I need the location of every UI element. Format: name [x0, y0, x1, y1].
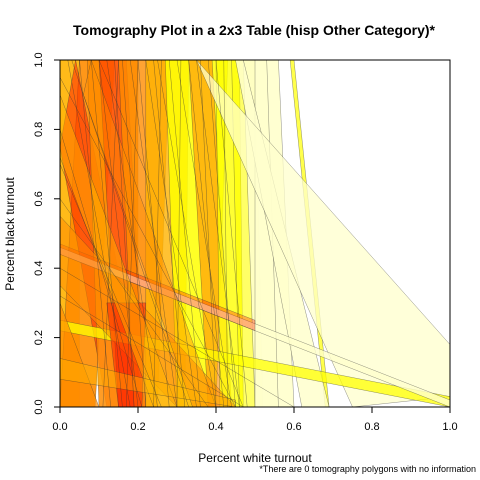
- y-tick-label: 0.4: [33, 261, 45, 276]
- x-tick-label: 0.4: [208, 421, 223, 433]
- y-axis: 0.0 0.2 0.4 0.6 0.8 1.0: [33, 52, 60, 415]
- tomography-line-9: [168, 60, 201, 407]
- tomography-line-12: [196, 60, 240, 407]
- tomography-line-5: [137, 60, 170, 407]
- x-tick-label: 0.8: [364, 421, 379, 433]
- tomography-line-15: [67, 60, 131, 407]
- tomography-polygon-22: [60, 94, 178, 407]
- x-tick-label: 0.2: [130, 421, 145, 433]
- tomography-line-23: [126, 60, 139, 407]
- tomography-line-1: [98, 60, 139, 407]
- tomography-line-7: [153, 60, 186, 407]
- x-axis-label: Percent white turnout: [198, 451, 312, 465]
- y-tick-label: 0.2: [33, 330, 45, 345]
- plot-area: [60, 60, 450, 407]
- y-axis-label: Percent black turnout: [3, 177, 17, 291]
- y-tick-label: 1.0: [33, 52, 45, 67]
- tomography-line-22: [102, 60, 119, 407]
- tomography-line-19: [60, 129, 143, 407]
- plot-frame: [59, 59, 451, 408]
- x-tick-label: 1.0: [442, 421, 457, 433]
- tomography-line-29: [60, 295, 244, 407]
- tomography-line-20: [71, 60, 189, 407]
- y-tick-label: 0.6: [33, 191, 45, 206]
- tomography-line-14: [215, 60, 248, 407]
- tomography-line-31: [98, 60, 244, 407]
- tomography-line-18: [60, 164, 162, 407]
- y-tick-label: 0.8: [33, 122, 45, 137]
- tomography-line-21: [60, 198, 209, 407]
- x-axis: 0.0 0.2 0.4 0.6 0.8 1.0: [52, 407, 458, 433]
- tomography-line-3: [122, 60, 147, 407]
- tomography-polygon-19: [60, 215, 236, 407]
- tomography-line-26: [200, 60, 217, 407]
- tomography-line-11: [188, 60, 225, 407]
- tomography-line-28: [60, 267, 295, 407]
- tomography-line-17: [114, 60, 135, 407]
- y-tick-label: 0.0: [33, 399, 45, 414]
- tomography-line-24: [153, 60, 162, 407]
- tomography-line-27: [223, 60, 228, 407]
- chart-title: Tomography Plot in a 2x3 Table (hisp Oth…: [73, 22, 436, 38]
- tomography-line-30: [60, 77, 236, 407]
- tomography-line-8: [157, 60, 217, 407]
- tomography-lines: [60, 60, 295, 407]
- tomography-polygon-15: [196, 60, 450, 407]
- x-tick-label: 0.6: [286, 421, 301, 433]
- x-tick-label: 0.0: [52, 421, 67, 433]
- footnote: *There are 0 tomography polygons with no…: [259, 464, 476, 474]
- tomography-line-25: [176, 60, 182, 407]
- tomography-line-13: [207, 60, 236, 407]
- tomography-line-16: [90, 60, 123, 407]
- tomography-line-10: [176, 60, 232, 407]
